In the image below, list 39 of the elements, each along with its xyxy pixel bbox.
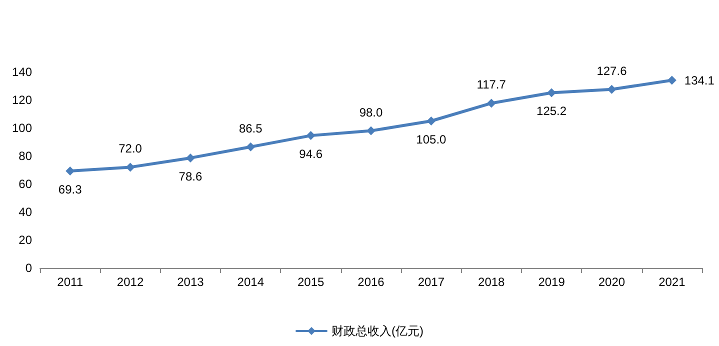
x-tick-label: 2019 (538, 275, 566, 289)
point (366, 126, 376, 136)
data-label: 94.6 (299, 147, 323, 162)
point (607, 84, 616, 94)
point (667, 76, 676, 85)
x-tick-label: 2011 (57, 275, 84, 289)
x-tick-label: 2021 (658, 275, 686, 289)
point (486, 98, 496, 108)
x-tick-label: 2020 (598, 275, 626, 289)
data-label: 98.0 (359, 105, 383, 120)
y-tick-label: 140 (12, 65, 32, 79)
x-tick-label: 2015 (297, 275, 324, 289)
data-label: 69.3 (58, 182, 82, 196)
data-label: 125.2 (536, 104, 567, 118)
point (306, 131, 316, 140)
y-tick-label: 80 (18, 149, 32, 163)
y-tick-label: 40 (18, 205, 32, 219)
data-label: 72.0 (118, 142, 142, 156)
point (246, 142, 256, 152)
data-label: 78.6 (178, 169, 202, 184)
data-label: 105.0 (416, 132, 447, 146)
data-label: 134.1 (684, 73, 715, 88)
x-tick-label: 2018 (478, 275, 506, 289)
x-tick-label: 2014 (237, 275, 264, 289)
point (186, 153, 195, 162)
x-tick-label: 2017 (418, 275, 445, 289)
data-label: 117.7 (476, 78, 506, 92)
x-tick-label: 2012 (116, 275, 144, 289)
y-tick-label: 20 (18, 233, 32, 247)
data-label: 127.6 (596, 64, 628, 78)
y-tick-label: 100 (12, 121, 32, 135)
y-tick-label: 60 (18, 177, 32, 191)
x-tick-label: 2016 (358, 275, 385, 289)
legend-label: 财政总收入(亿元) (332, 324, 424, 338)
data-label: 86.5 (238, 121, 263, 136)
y-tick-label: 120 (12, 93, 32, 107)
x-tick-label: 2013 (177, 275, 204, 289)
y-tick-label: 0 (25, 261, 32, 275)
point (426, 116, 436, 126)
